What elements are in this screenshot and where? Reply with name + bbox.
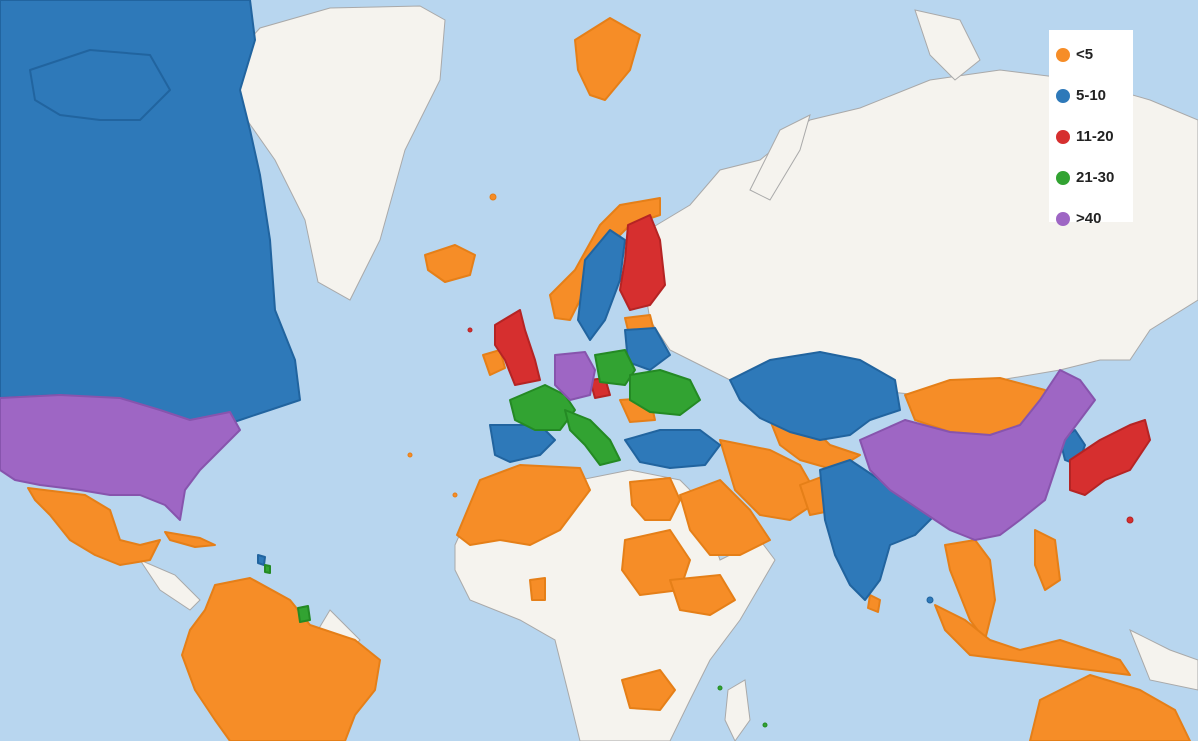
legend-label: >40 — [1076, 210, 1102, 227]
legend-swatch — [1056, 170, 1070, 185]
legend-item-5-10: 5-10 — [1049, 75, 1133, 116]
caribbean-small — [264, 564, 271, 574]
ukraine — [629, 369, 701, 416]
mexico — [27, 487, 161, 566]
category-11-20 — [494, 214, 1151, 496]
category-lt5 — [27, 17, 1191, 741]
legend-item-11-20: 11-20 — [1049, 116, 1133, 157]
canada-arctic-islands — [29, 49, 171, 121]
philippines — [1034, 529, 1061, 591]
west-africa-small — [529, 577, 546, 601]
sri-lanka — [867, 594, 881, 613]
australia — [1029, 674, 1191, 741]
ireland — [482, 349, 506, 376]
usa — [0, 394, 241, 521]
category-21-30 — [264, 349, 701, 623]
germany — [554, 351, 596, 401]
category-gt40 — [0, 351, 1096, 541]
iceland — [424, 244, 476, 283]
legend-item-lt5: <5 — [1049, 34, 1133, 75]
small-islands — [407, 193, 1134, 728]
novaya-zemlya — [749, 114, 811, 201]
turkey — [624, 429, 721, 469]
legend-label: 5-10 — [1076, 87, 1107, 104]
indonesia — [934, 604, 1131, 676]
finland — [619, 214, 666, 311]
sweden — [577, 229, 626, 341]
north-africa — [456, 464, 591, 546]
legend-label: 21-30 — [1076, 169, 1115, 186]
ethiopia — [669, 574, 736, 616]
legend-swatch — [1056, 47, 1070, 62]
kazakhstan — [729, 351, 901, 441]
japan — [1069, 419, 1151, 496]
italy — [564, 409, 621, 466]
svalbard — [574, 17, 641, 101]
central-america-small — [257, 554, 266, 566]
china — [859, 369, 1096, 541]
saudi-arabia — [679, 479, 771, 556]
madagascar — [724, 679, 751, 741]
iran — [719, 439, 821, 521]
legend-swatch — [1056, 211, 1070, 226]
legend-label: <5 — [1076, 46, 1094, 63]
legend-swatch — [1056, 129, 1070, 144]
greenland — [232, 5, 446, 301]
legend-item-21-30: 21-30 — [1049, 157, 1133, 198]
central-africa — [621, 669, 676, 711]
legend-label: 11-20 — [1076, 128, 1114, 145]
uk — [494, 309, 541, 386]
legend: <5 5-10 11-20 21-30 >40 — [1049, 30, 1133, 227]
libya-egypt — [629, 477, 681, 521]
cuba — [164, 531, 216, 548]
legend-swatch — [1056, 88, 1070, 103]
suriname — [297, 605, 311, 623]
legend-item-gt40: >40 — [1049, 198, 1133, 239]
category-5-10 — [0, 0, 1086, 601]
